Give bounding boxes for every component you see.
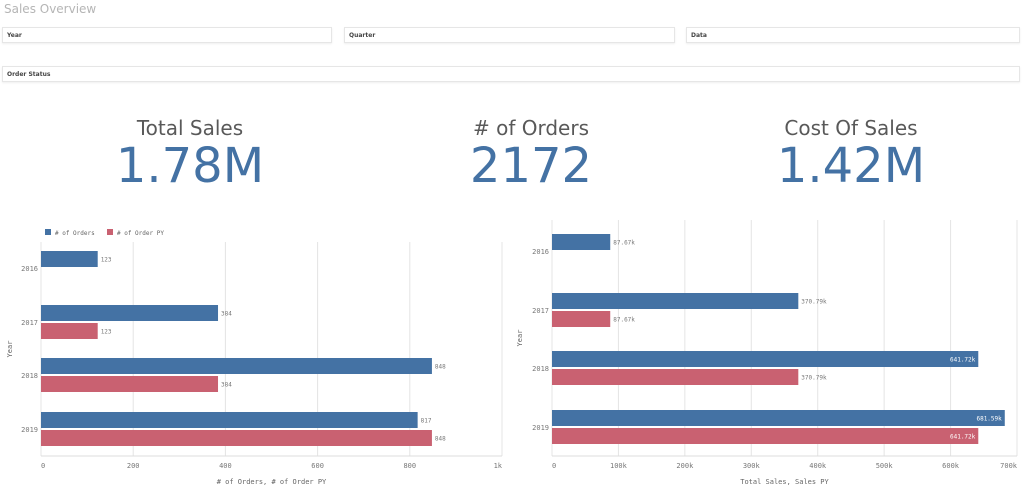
y-tick-label: 2019	[532, 424, 549, 432]
data-label: 87.67k	[613, 240, 635, 247]
kpi-orders: # of Orders 2172	[381, 116, 681, 194]
bar-previous	[552, 428, 979, 444]
x-tick-label: 0	[41, 462, 45, 470]
x-axis-title: # of Orders, # of Order PY	[217, 478, 327, 486]
x-tick-label: 800	[403, 462, 416, 470]
x-tick-label: 300k	[743, 462, 761, 470]
data-label: 848	[435, 436, 446, 443]
kpi-value: 1.42M	[776, 138, 926, 194]
kpi-total-sales: Total Sales 1.78M	[40, 116, 340, 194]
bar-current	[41, 251, 98, 267]
data-label: 370.79k	[801, 375, 827, 382]
bar-current	[552, 293, 799, 309]
legend-label: # of Orders	[55, 230, 95, 237]
bar-current	[41, 305, 219, 321]
bar-previous	[552, 311, 611, 327]
data-label: 681.59k	[976, 416, 1002, 423]
filter-year[interactable]: Year	[2, 27, 332, 43]
data-label: 123	[101, 329, 112, 336]
y-tick-label: 2019	[21, 426, 38, 434]
y-tick-label: 2016	[21, 265, 38, 273]
x-tick-label: 400	[219, 462, 232, 470]
kpi-label: # of Orders	[472, 116, 589, 140]
x-tick-label: 200	[127, 462, 140, 470]
orders-bar-chart[interactable]: 0 200 400 600 800 1k # of Orders, # of Order P…	[0, 220, 512, 493]
filter-order-status[interactable]: Order Status	[2, 66, 1020, 82]
bar-previous	[41, 430, 432, 446]
data-label: 848	[435, 364, 446, 371]
bar-previous	[41, 323, 98, 339]
kpi-value: 1.78M	[115, 138, 265, 194]
bar-current	[41, 412, 418, 428]
x-tick-label: 500k	[876, 462, 894, 470]
x-axis-title: Total Sales, Sales PY	[740, 478, 829, 486]
x-tick-label: 1k	[494, 462, 503, 470]
bar-current	[552, 410, 1005, 426]
kpi-cost-of-sales: Cost Of Sales 1.42M	[701, 116, 1001, 194]
x-tick-label: 0	[552, 462, 556, 470]
bar-previous	[41, 376, 219, 392]
legend-swatch	[45, 229, 51, 235]
data-label: 384	[221, 311, 232, 318]
filter-data[interactable]: Data	[686, 27, 1020, 43]
data-label: 384	[221, 382, 232, 389]
x-tick-label: 100k	[610, 462, 628, 470]
data-label: 87.67k	[613, 317, 635, 324]
data-label: 641.72k	[950, 434, 976, 441]
kpi-value: 2172	[469, 138, 593, 194]
x-tick-label: 400k	[809, 462, 827, 470]
y-axis-title: Year	[6, 341, 14, 358]
legend-swatch	[107, 229, 113, 235]
bar-current	[552, 351, 979, 367]
y-axis-title: Year	[516, 330, 524, 347]
y-tick-label: 2017	[21, 319, 38, 327]
data-label: 370.79k	[801, 299, 827, 306]
data-label: 123	[101, 257, 112, 264]
page-title: Sales Overview	[4, 2, 97, 16]
bar-current	[552, 234, 611, 250]
kpi-label: Cost Of Sales	[784, 116, 918, 140]
y-tick-label: 2018	[532, 365, 549, 373]
y-tick-label: 2016	[532, 248, 549, 256]
bar-current	[41, 358, 432, 374]
y-tick-label: 2017	[532, 307, 549, 315]
x-tick-label: 700k	[1000, 462, 1018, 470]
x-tick-label: 600	[311, 462, 324, 470]
x-tick-label: 600k	[942, 462, 960, 470]
filter-quarter[interactable]: Quarter	[344, 27, 675, 43]
sales-bar-chart[interactable]: 0 100k 200k 300k 400k 500k 600k 700k Total Sales…	[510, 220, 1024, 493]
data-label: 641.72k	[950, 357, 976, 364]
data-label: 817	[421, 418, 432, 425]
bar-previous	[552, 369, 799, 385]
kpi-label: Total Sales	[136, 116, 244, 140]
y-tick-label: 2018	[21, 372, 38, 380]
legend-label: # of Order PY	[117, 230, 164, 237]
x-tick-label: 200k	[676, 462, 694, 470]
